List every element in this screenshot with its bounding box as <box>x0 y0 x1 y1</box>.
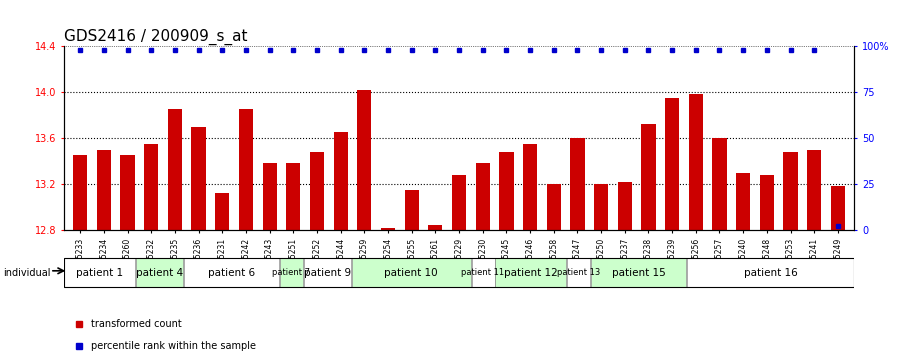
Bar <box>381 228 395 230</box>
Bar <box>239 109 253 230</box>
Text: percentile rank within the sample: percentile rank within the sample <box>91 341 256 350</box>
Bar <box>807 149 822 230</box>
Bar <box>357 90 372 230</box>
Bar <box>96 149 111 230</box>
FancyBboxPatch shape <box>304 258 351 287</box>
Text: patient 1: patient 1 <box>76 268 123 278</box>
Bar <box>760 175 774 230</box>
Bar <box>192 127 205 230</box>
Text: GDS2416 / 200909_s_at: GDS2416 / 200909_s_at <box>64 28 247 45</box>
Bar <box>405 190 419 230</box>
FancyBboxPatch shape <box>184 258 279 287</box>
Bar <box>546 184 561 230</box>
FancyBboxPatch shape <box>687 258 854 287</box>
Bar <box>665 98 679 230</box>
FancyBboxPatch shape <box>592 258 686 287</box>
Text: patient 7: patient 7 <box>273 268 310 277</box>
Bar <box>475 163 490 230</box>
Bar <box>215 193 229 230</box>
Bar <box>689 94 703 230</box>
Text: patient 6: patient 6 <box>208 268 255 278</box>
Bar <box>736 172 750 230</box>
Bar <box>121 155 135 230</box>
Bar <box>570 138 584 230</box>
Text: transformed count: transformed count <box>91 319 182 329</box>
Bar <box>286 163 300 230</box>
FancyBboxPatch shape <box>472 258 494 287</box>
Bar <box>168 109 182 230</box>
Bar <box>618 182 632 230</box>
Bar <box>452 175 466 230</box>
Text: patient 4: patient 4 <box>136 268 183 278</box>
Bar <box>73 155 87 230</box>
Bar <box>310 152 325 230</box>
FancyBboxPatch shape <box>495 258 566 287</box>
Bar <box>523 144 537 230</box>
Text: patient 9: patient 9 <box>304 268 351 278</box>
Bar <box>334 132 348 230</box>
Text: patient 10: patient 10 <box>385 268 438 278</box>
FancyBboxPatch shape <box>136 258 183 287</box>
FancyBboxPatch shape <box>352 258 471 287</box>
Bar <box>831 186 845 230</box>
Text: patient 12: patient 12 <box>504 268 558 278</box>
Bar <box>594 184 608 230</box>
Bar <box>263 163 276 230</box>
Bar <box>642 124 655 230</box>
Bar <box>784 152 797 230</box>
FancyBboxPatch shape <box>567 258 590 287</box>
Bar <box>145 144 158 230</box>
FancyBboxPatch shape <box>65 258 135 287</box>
Text: patient 16: patient 16 <box>744 268 797 278</box>
Bar <box>428 225 443 230</box>
Bar <box>713 138 726 230</box>
Text: patient 11: patient 11 <box>462 268 504 277</box>
FancyBboxPatch shape <box>280 258 303 287</box>
Bar <box>499 152 514 230</box>
Text: patient 15: patient 15 <box>612 268 665 278</box>
Text: patient 13: patient 13 <box>557 268 601 277</box>
Text: individual: individual <box>3 268 50 278</box>
